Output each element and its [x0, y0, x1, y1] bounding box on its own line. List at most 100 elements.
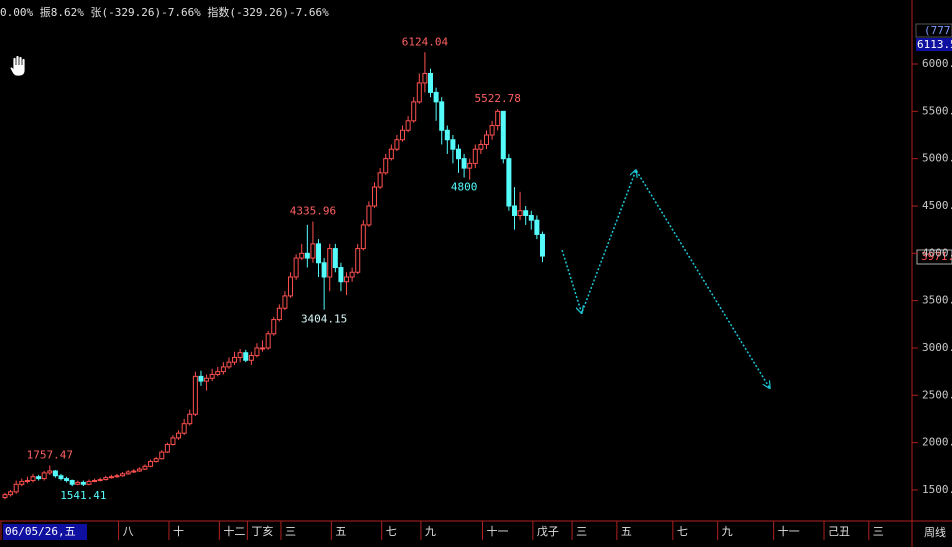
top-price: 6113.5	[917, 38, 952, 51]
x-tick-label: 九	[425, 525, 436, 538]
x-tick-label: 十	[173, 524, 184, 538]
candle-body	[450, 139, 456, 150]
price-annotation: 5522.78	[475, 92, 521, 105]
price-annotation: 1541.41	[60, 489, 106, 502]
candle-body	[416, 82, 422, 103]
candle-body	[355, 248, 361, 273]
candle-body	[159, 451, 165, 460]
candle-body	[327, 248, 333, 278]
candle-body	[428, 72, 434, 93]
code-box	[915, 23, 952, 38]
candle-body	[97, 479, 103, 482]
candle-body	[500, 110, 506, 160]
candle-body	[226, 361, 232, 368]
candle-body	[372, 186, 378, 207]
x-tick-label: 三	[285, 525, 296, 538]
candle-body	[108, 476, 114, 479]
y-tick-label: 3500.	[922, 294, 952, 307]
candle-body	[198, 375, 204, 382]
period: 周线	[924, 525, 946, 539]
candle-body	[388, 148, 394, 160]
candle-body	[136, 468, 142, 472]
candle-body	[472, 148, 478, 164]
candle-body	[52, 470, 58, 477]
candle-body	[433, 91, 439, 103]
candle-body	[495, 110, 501, 127]
candle-body	[86, 480, 92, 485]
x-tick-label: 五	[335, 525, 346, 538]
candle-body	[19, 480, 25, 485]
candle-body	[41, 472, 47, 480]
candle-body	[528, 214, 534, 221]
x-tick-label: 三	[576, 525, 587, 538]
candle-body	[282, 295, 288, 309]
candle-body	[304, 252, 310, 259]
candle-body	[478, 143, 484, 150]
candle-body	[64, 478, 70, 481]
candle-body	[332, 248, 338, 269]
candle-body	[92, 479, 98, 482]
candle-body	[344, 276, 350, 283]
candle-body	[2, 494, 8, 499]
candle-body	[467, 162, 473, 169]
candle-body	[164, 444, 170, 453]
code: (777)	[924, 24, 952, 37]
y-tick-label: 5500.	[922, 104, 952, 117]
candle-body	[187, 413, 193, 425]
candle-body	[360, 224, 366, 250]
candle-body	[254, 347, 260, 357]
candle-body	[293, 257, 299, 278]
candle-body	[148, 461, 154, 467]
candle-body	[220, 366, 226, 373]
x-tick-label: 丁亥	[251, 524, 273, 538]
candle-body	[483, 134, 489, 145]
forecast-line	[561, 168, 771, 389]
hand-cursor	[9, 55, 26, 77]
x-tick-label: 十二	[223, 524, 245, 538]
y-tick-label: 1500.	[922, 483, 952, 496]
candle-body	[248, 355, 254, 361]
candle-body	[456, 148, 461, 160]
candle-body	[539, 233, 545, 257]
candle-body	[215, 371, 221, 375]
candle-body	[310, 243, 316, 259]
candle-body	[377, 172, 383, 188]
candle-body	[8, 491, 14, 496]
y-tick-label: 5000.	[922, 152, 952, 165]
candle-body	[114, 475, 120, 478]
candle-body	[511, 205, 517, 216]
header-stats: 0.00% 振8.62% 张(-329.26)-7.66% 指数(-329.26…	[0, 5, 329, 19]
candle-body	[170, 437, 176, 446]
candle-body	[444, 129, 450, 141]
y-tick-label: 2500.	[922, 388, 952, 401]
candle-body	[125, 471, 131, 475]
x-tick-highlight	[3, 524, 87, 540]
candle-body	[209, 373, 215, 379]
candle-body	[411, 101, 417, 122]
x-tick-label: 十一	[486, 524, 508, 538]
candle-body	[405, 120, 411, 131]
candle-body	[176, 432, 182, 439]
x-tick-label: 五	[621, 525, 632, 538]
candle-body	[276, 307, 282, 321]
x-tick-label: 己丑	[828, 525, 850, 538]
y-tick-label: 4000.	[922, 246, 952, 259]
candle-body	[394, 139, 400, 150]
price-annotation: 4335.96	[290, 205, 336, 218]
price-annotation: 4800	[451, 181, 478, 194]
candle-body	[243, 352, 249, 361]
candle-body	[461, 158, 467, 169]
x-tick-label: 戊子	[537, 525, 559, 538]
candle-body	[80, 481, 86, 485]
candle-body	[523, 210, 529, 216]
candle-body	[517, 210, 523, 216]
candle-body	[69, 479, 75, 485]
candle-body	[47, 470, 53, 474]
y-tick-label: 2000.	[922, 436, 952, 449]
candle-body	[75, 481, 81, 485]
candle-body	[349, 271, 355, 278]
candle-body	[316, 243, 322, 264]
candle-body	[120, 473, 126, 477]
